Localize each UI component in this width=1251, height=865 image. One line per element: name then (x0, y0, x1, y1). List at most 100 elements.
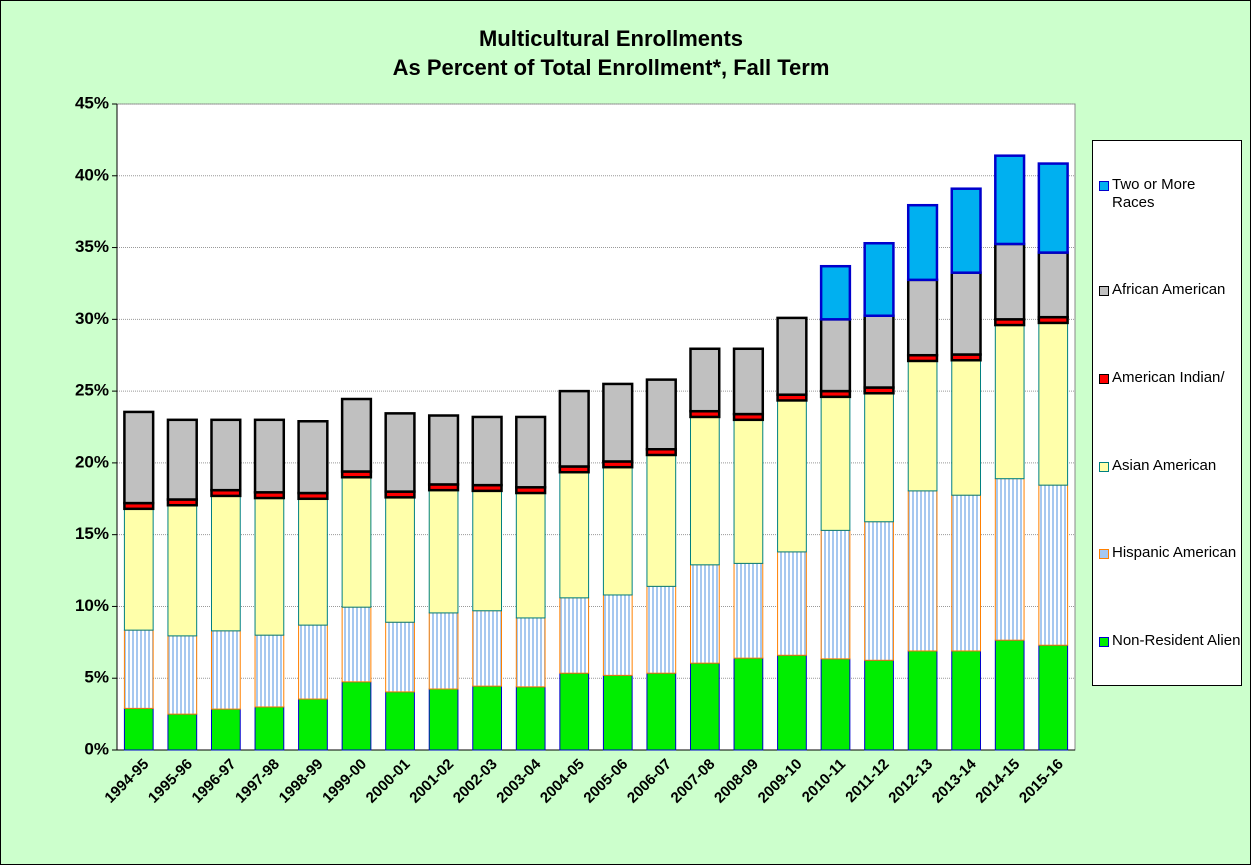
bar-segment (906, 278, 939, 357)
bar-segment (298, 498, 328, 626)
x-tick-label: 2000-01 (363, 756, 414, 807)
bar-segment (602, 674, 633, 751)
x-tick-label: 2015-16 (1016, 756, 1067, 807)
legend-item: American Indian/ (1099, 369, 1241, 387)
y-tick-label: 35% (75, 237, 109, 256)
bar-segment (210, 495, 241, 632)
bar-segment (863, 241, 895, 317)
bar-segment (254, 634, 285, 708)
bar-segment (166, 418, 198, 501)
y-tick-label: 10% (75, 596, 109, 615)
legend-swatch (1099, 180, 1109, 191)
bar-segment (994, 324, 1025, 480)
y-tick-label: 20% (75, 452, 109, 471)
bar-segment (646, 672, 677, 751)
legend-label: Hispanic American (1112, 544, 1237, 562)
legend-item: Non-Resident Alien (1099, 632, 1241, 650)
bar-segment (123, 629, 154, 709)
bar-segment (1037, 162, 1069, 254)
bar-segment (515, 492, 546, 619)
bar-segment (559, 597, 590, 674)
x-tick-label: 2005-06 (580, 756, 631, 807)
x-tick-label: 1997-98 (232, 756, 283, 807)
bar-segment (602, 382, 634, 463)
bar-segment (1038, 644, 1069, 751)
chart-title: Multicultural Enrollments (479, 26, 743, 51)
bar-segment (646, 585, 677, 674)
bar-segment (689, 662, 720, 751)
x-tick-label: 2012-13 (885, 756, 936, 807)
x-tick-label: 2007-08 (668, 756, 719, 807)
bar-segment (167, 504, 198, 637)
x-tick-label: 2008-09 (711, 756, 762, 807)
bar-segment (515, 415, 547, 489)
bar-segment (385, 621, 415, 693)
bar-segment (819, 318, 852, 393)
bar-segment (123, 410, 155, 505)
y-tick-label: 30% (75, 309, 109, 328)
bar-segment (863, 314, 895, 389)
bar-segment (254, 497, 285, 636)
bar-segment (254, 706, 285, 751)
legend-item: Two or More Races (1099, 176, 1241, 212)
x-tick-label: 2003-04 (493, 755, 544, 806)
bar-segment (428, 612, 459, 690)
bar-segment (1037, 251, 1069, 319)
bar-segment (341, 681, 372, 751)
bar-segment (689, 347, 721, 413)
x-tick-label: 1996-97 (189, 756, 240, 807)
bar-segment (907, 360, 938, 492)
bar-segment (298, 698, 328, 751)
bar-segment (777, 551, 807, 656)
bar-segment (864, 659, 894, 751)
x-tick-label: 2009-10 (755, 756, 806, 807)
legend-swatch (1099, 637, 1109, 648)
x-tick-label: 2011-12 (842, 756, 892, 806)
bar-segment (646, 454, 677, 587)
x-tick-label: 2006-07 (624, 756, 675, 807)
bar-segment (732, 347, 765, 416)
bar-segment (210, 418, 242, 492)
bar-segment (341, 606, 372, 683)
bar-segment (167, 635, 198, 715)
bar-segment (167, 713, 198, 751)
y-tick-label: 25% (75, 381, 109, 400)
bar-segment (864, 521, 894, 661)
bar-segment (689, 564, 720, 664)
legend-swatch (1099, 549, 1109, 560)
bar-segment (951, 494, 982, 652)
bar-segment (907, 650, 938, 751)
bar-segment (907, 490, 938, 652)
bar-segment (340, 397, 373, 473)
legend: Two or More Races African American America… (1092, 140, 1242, 686)
legend-label: Asian American (1112, 456, 1217, 474)
bar-segment (427, 414, 460, 486)
x-tick-label: 2010-11 (799, 756, 849, 806)
bar-segment (777, 399, 807, 553)
bar-segment (951, 359, 982, 496)
bar-segment (994, 242, 1026, 321)
bar-segment (994, 639, 1025, 751)
bar-segment (602, 466, 633, 596)
bar-segment (1038, 484, 1069, 646)
bar-segment (384, 412, 416, 493)
bar-segment (820, 396, 851, 531)
legend-label: Two or More Races (1112, 175, 1196, 211)
y-tick-label: 5% (84, 668, 109, 687)
legend-swatch (1099, 461, 1109, 472)
bar-segment (210, 708, 241, 751)
bar-segment (515, 686, 546, 751)
bar-segment (428, 489, 459, 614)
bar-segment (472, 685, 503, 751)
x-tick-label: 2001-02 (406, 756, 457, 807)
bar-segment (1038, 322, 1069, 486)
bar-segment (602, 594, 633, 676)
x-tick-label: 1998-99 (276, 756, 327, 807)
bar-segment (298, 624, 328, 700)
bar-segment (733, 657, 764, 751)
bar-segment (123, 508, 154, 631)
chart-subtitle: As Percent of Total Enrollment*, Fall Te… (393, 55, 830, 80)
bar-segment (645, 378, 677, 451)
bar-segment (472, 490, 503, 612)
